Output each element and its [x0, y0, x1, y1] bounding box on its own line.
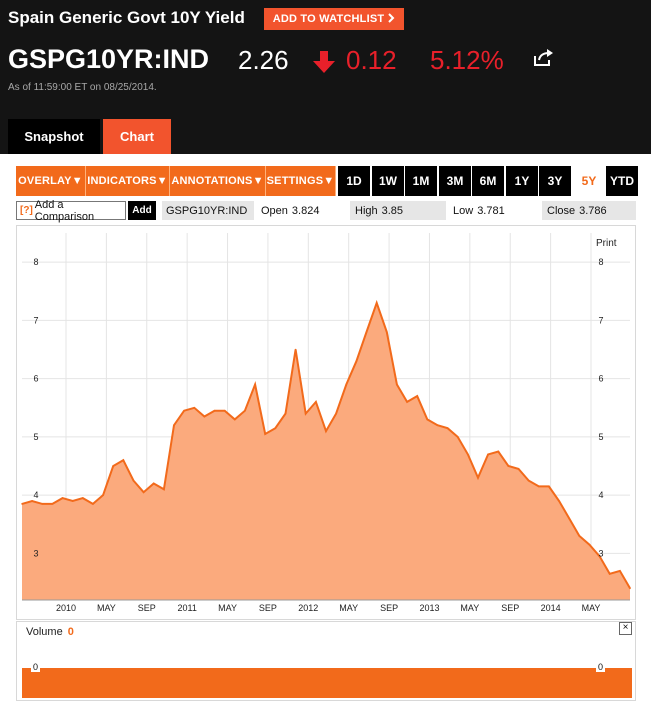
watchlist-label: ADD TO WATCHLIST [272, 13, 385, 25]
price-change: 0.12 [346, 45, 397, 75]
price-change-percent: 5.12% [430, 45, 504, 75]
add-to-watchlist-button[interactable]: ADD TO WATCHLIST [264, 8, 404, 30]
print-link[interactable]: Print [596, 238, 617, 249]
price-chart-panel [16, 225, 636, 620]
range-1m-button[interactable]: 1M [405, 166, 437, 196]
annotations-menu-button[interactable]: ANNOTATIONS ▼ [170, 166, 266, 196]
volume-y-tick-left: 0 [31, 662, 41, 672]
range-6m-button[interactable]: 6M [472, 166, 504, 196]
share-icon[interactable] [532, 48, 554, 68]
caret-down-icon: ▼ [71, 175, 83, 187]
close-stat: Close 3.786 [542, 201, 636, 220]
tab-snapshot[interactable]: Snapshot [8, 119, 100, 154]
indicators-menu-button[interactable]: INDICATORS ▼ [86, 166, 170, 196]
help-icon[interactable]: [?] [20, 205, 33, 216]
chevron-right-icon [388, 12, 395, 26]
security-title: Spain Generic Govt 10Y Yield [8, 8, 245, 27]
range-1w-button[interactable]: 1W [372, 166, 404, 196]
last-price: 2.26 [238, 45, 289, 75]
range-5y-button[interactable]: 5Y [573, 166, 605, 196]
open-stat: Open 3.824 [261, 204, 320, 217]
caret-down-icon: ▼ [252, 175, 264, 187]
volume-y-tick-right: 0 [596, 662, 606, 672]
close-icon[interactable]: × [619, 622, 632, 635]
add-comparison-button[interactable]: Add [128, 201, 156, 220]
high-stat: High 3.85 [350, 201, 446, 220]
ticker-symbol: GSPG10YR:IND [8, 44, 210, 74]
volume-label: Volume 0 [26, 626, 74, 638]
range-1y-button[interactable]: 1Y [506, 166, 538, 196]
chart-symbol: GSPG10YR:IND [162, 201, 254, 220]
volume-panel [16, 621, 636, 701]
caret-down-icon: ▼ [156, 175, 168, 187]
low-stat: Low 3.781 [453, 204, 505, 217]
settings-menu-button[interactable]: SETTINGS ▼ [266, 166, 336, 196]
volume-bar [22, 668, 632, 698]
overlay-menu-button[interactable]: OVERLAY ▼ [16, 166, 86, 196]
tab-chart[interactable]: Chart [103, 119, 171, 154]
volume-value: 0 [67, 626, 74, 638]
range-3y-button[interactable]: 3Y [539, 166, 571, 196]
add-comparison-input[interactable]: [?] Add a Comparison [16, 198, 126, 223]
as-of-timestamp: As of 11:59:00 ET on 08/25/2014. [8, 82, 157, 93]
range-ytd-button[interactable]: YTD [606, 166, 638, 196]
quote-info-bar: [?] Add a Comparison Add GSPG10YR:IND Op… [16, 198, 636, 223]
caret-down-icon: ▼ [323, 175, 335, 187]
range-3m-button[interactable]: 3M [439, 166, 471, 196]
down-arrow-icon [313, 51, 335, 73]
comparison-placeholder: Add a Comparison [34, 198, 95, 223]
range-1d-button[interactable]: 1D [338, 166, 370, 196]
